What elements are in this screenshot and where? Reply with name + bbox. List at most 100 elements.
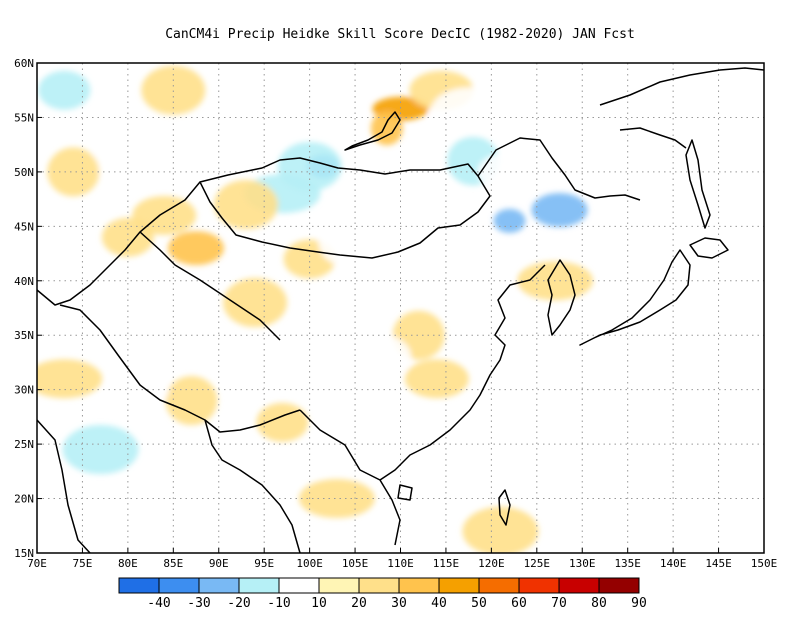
lon-tick-label: 90E <box>209 557 229 570</box>
skill-patch <box>493 208 526 233</box>
china-west-border <box>139 231 281 341</box>
lon-tick-label: 110E <box>387 557 414 570</box>
coastlines-borders <box>37 67 764 553</box>
colorbar-label: 70 <box>551 596 567 611</box>
skill-patch <box>404 359 469 399</box>
lon-tick-label: 115E <box>433 557 460 570</box>
skill-patch <box>168 231 225 266</box>
skill-patch <box>477 152 542 192</box>
longitude-ticks: 70E 75E 80E 85E 90E 95E 100E 105E 110E 115E 120E 12… <box>27 548 777 570</box>
russia-china-border <box>477 137 641 201</box>
colorbar-label: 80 <box>591 596 607 611</box>
lat-tick-label: 35N <box>14 329 34 342</box>
colorbar-swatch <box>558 577 600 594</box>
skill-patch <box>223 278 288 328</box>
lon-tick-label: 95E <box>254 557 274 570</box>
skill-patch <box>256 402 309 442</box>
colorbar-label: 20 <box>351 596 367 611</box>
colorbar-label: 90 <box>631 596 647 611</box>
lon-tick-label: 75E <box>73 557 93 570</box>
lat-tick-label: 25N <box>14 438 34 451</box>
central-asia-border <box>37 181 201 306</box>
map-title: CanCM4i Precip Heidke Skill Score DecIC … <box>165 27 635 42</box>
colorbar-label: -40 <box>147 596 170 611</box>
colorbar: -40 -30 -20 -10 10 20 30 40 50 60 70 80 90 <box>118 577 647 611</box>
lat-tick-label: 45N <box>14 220 34 233</box>
lat-tick-label: 60N <box>14 57 34 70</box>
colorbar-swatch <box>438 577 480 594</box>
skill-patch <box>430 87 507 137</box>
skill-patch <box>101 217 154 257</box>
okhotsk-coast-south <box>619 127 687 149</box>
lon-tick-label: 80E <box>118 557 138 570</box>
latitude-ticks: 15N 20N 25N 30N 35N 40N 45N 50N 55N 60N <box>14 57 42 560</box>
lat-tick-label: 50N <box>14 166 34 179</box>
okhotsk-coast <box>599 67 764 106</box>
lon-tick-label: 135E <box>614 557 641 570</box>
bangladesh-burma <box>204 419 301 553</box>
colorbar-swatch <box>518 577 560 594</box>
lon-tick-label: 140E <box>660 557 687 570</box>
colorbar-swatch <box>198 577 240 594</box>
taiwan-coast <box>498 489 511 526</box>
colorbar-label: -10 <box>267 596 290 611</box>
skill-patch <box>37 359 103 399</box>
colorbar-swatch <box>598 577 640 594</box>
skill-patch <box>318 218 383 268</box>
colorbar-label: -30 <box>187 596 210 611</box>
colorbar-swatch <box>158 577 200 594</box>
hokkaido-coast <box>689 237 729 259</box>
skill-patch <box>370 111 403 146</box>
skill-field <box>37 65 593 553</box>
colorbar-label: 30 <box>391 596 407 611</box>
japan-coast <box>579 249 691 346</box>
skill-patch <box>462 506 539 553</box>
colorbar-swatch <box>358 577 400 594</box>
korea-coast <box>547 259 576 336</box>
lon-tick-label: 145E <box>705 557 732 570</box>
lat-tick-label: 20N <box>14 493 34 506</box>
lat-tick-label: 30N <box>14 384 34 397</box>
colorbar-swatch <box>478 577 520 594</box>
china-east-coast <box>379 264 546 481</box>
colorbar-label: 50 <box>471 596 487 611</box>
lon-tick-label: 85E <box>163 557 183 570</box>
himalaya-border <box>59 304 301 433</box>
colorbar-label: -20 <box>227 596 250 611</box>
lon-tick-label: 100E <box>296 557 323 570</box>
colorbar-swatch <box>278 577 320 594</box>
lat-tick-label: 15N <box>14 547 34 560</box>
lon-tick-label: 120E <box>478 557 505 570</box>
lake-baikal <box>344 111 401 151</box>
colorbar-swatch <box>238 577 280 594</box>
lon-tick-label: 150E <box>751 557 778 570</box>
colorbar-swatch <box>118 577 160 594</box>
colorbar-label: 10 <box>311 596 327 611</box>
skill-patch <box>38 70 91 110</box>
india-coast <box>37 419 91 553</box>
lat-tick-label: 55N <box>14 111 34 124</box>
mongolia-border <box>199 157 491 259</box>
lon-tick-label: 125E <box>524 557 551 570</box>
skill-patch <box>62 425 139 475</box>
colorbar-label: 40 <box>431 596 447 611</box>
skill-patch <box>531 193 588 227</box>
skill-patch <box>89 141 166 181</box>
skill-patch <box>141 65 206 115</box>
colorbar-swatch <box>318 577 360 594</box>
lon-tick-label: 70E <box>27 557 47 570</box>
skill-patch <box>298 479 375 519</box>
hainan-coast <box>397 484 413 501</box>
skill-patch <box>47 147 100 197</box>
skill-patch <box>391 174 456 224</box>
lon-tick-label: 105E <box>342 557 369 570</box>
skill-patch <box>165 376 218 426</box>
lon-tick-label: 130E <box>569 557 596 570</box>
colorbar-label: 60 <box>511 596 527 611</box>
skill-patch <box>465 267 518 317</box>
indochina <box>299 409 401 546</box>
skill-patch <box>214 180 279 230</box>
gridlines <box>37 63 764 553</box>
skill-patch <box>374 413 427 453</box>
